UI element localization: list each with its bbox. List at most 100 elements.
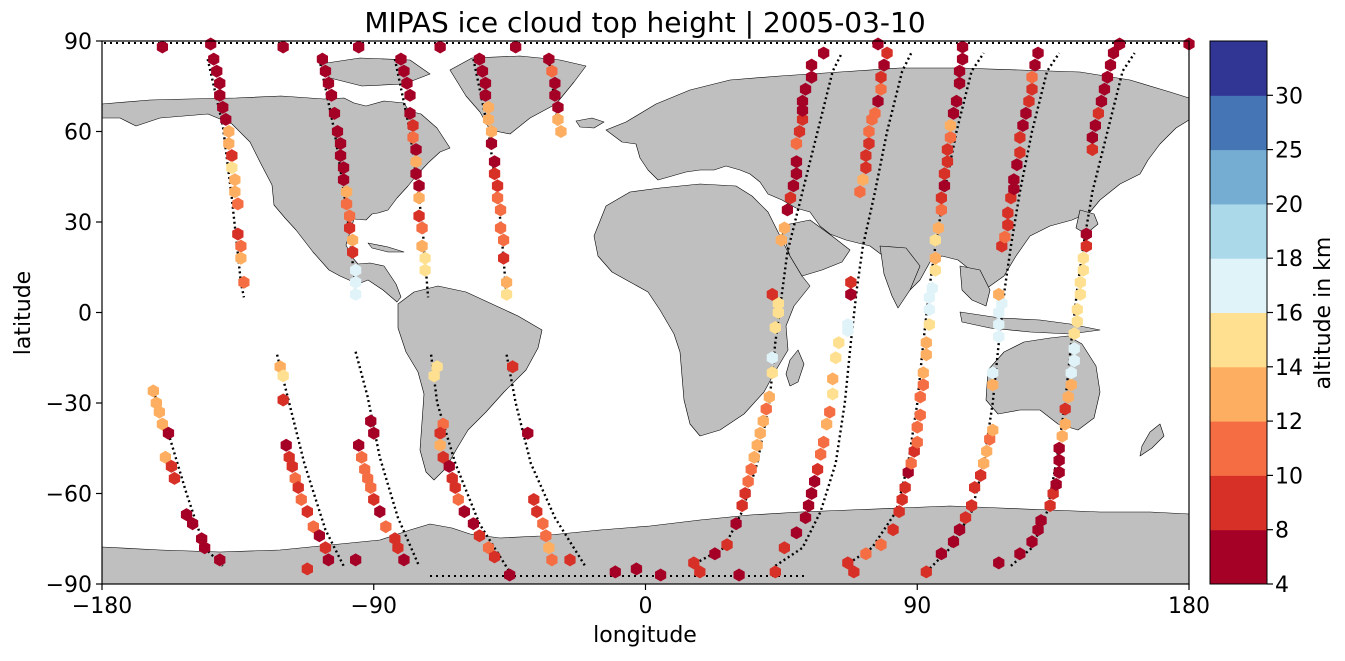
- cloud-point-30: [344, 221, 356, 235]
- land-iceland: [575, 117, 605, 129]
- cloud-point-36: [395, 52, 407, 66]
- cloud-point-31: [347, 233, 359, 247]
- cloud-point-216: [863, 137, 875, 151]
- colorbar-tick-label-9: 30: [1275, 84, 1303, 109]
- track-12: [844, 52, 985, 567]
- cloud-point-164: [745, 462, 757, 476]
- cloud-point-188: [796, 94, 809, 108]
- cloud-point-315: [1059, 417, 1071, 431]
- cloud-point-248: [926, 281, 938, 295]
- cloud-point-145: [531, 505, 543, 519]
- cloud-point-35: [350, 287, 362, 301]
- cloud-point-99: [277, 393, 289, 407]
- cloud-point-237: [911, 435, 923, 449]
- cloud-point-226: [842, 556, 854, 570]
- cloud-point-143: [522, 426, 534, 440]
- cloud-point-194: [790, 526, 803, 540]
- cloud-point-304: [1014, 547, 1026, 561]
- cloud-point-100: [280, 438, 292, 452]
- cloud-point-199: [812, 462, 824, 476]
- cloud-point-118: [365, 481, 377, 494]
- cloud-point-50: [416, 239, 428, 253]
- cloud-point-245: [923, 318, 935, 332]
- colorbar-segment-5: [1210, 258, 1267, 313]
- cloud-point-292: [1008, 173, 1020, 187]
- cloud-point-262: [950, 94, 963, 108]
- map-plot-area: [101, 37, 1195, 585]
- cloud-point-215: [860, 149, 872, 163]
- chart-title: MIPAS ice cloud top height | 2005-03-10: [364, 6, 925, 39]
- cloud-point-178: [778, 221, 790, 235]
- cloud-point-137: [467, 517, 479, 531]
- cloud-point-42: [407, 131, 419, 144]
- cloud-point-64: [491, 191, 504, 205]
- cloud-point-224: [881, 46, 893, 60]
- cloud-point-195: [799, 511, 812, 525]
- cloud-point-276: [981, 444, 993, 458]
- cloud-point-121: [380, 520, 392, 534]
- colorbar-segment-3: [1210, 366, 1267, 422]
- cloud-point-307: [1035, 514, 1047, 528]
- cloud-point-317: [1062, 390, 1074, 404]
- cloud-point-170: [763, 390, 775, 404]
- cloud-point-34: [350, 275, 362, 289]
- cloud-point-305: [1026, 535, 1038, 549]
- track-13: [925, 52, 1061, 573]
- y-tick-label-2: −30: [46, 392, 92, 417]
- cloud-point-253: [935, 203, 947, 217]
- cloud-point-222: [875, 70, 887, 84]
- cloud-point-65: [494, 203, 507, 217]
- cloud-point-162: [739, 487, 751, 500]
- colorbar-segment-1: [1210, 475, 1267, 531]
- cloud-point-51: [419, 251, 431, 265]
- cloud-point-70: [501, 287, 513, 301]
- cloud-point-88: [162, 426, 175, 440]
- cloud-point-12: [232, 197, 244, 211]
- cloud-point-269: [947, 535, 960, 549]
- cloud-point-33: [350, 263, 362, 277]
- cloud-point-267: [920, 565, 932, 579]
- cloud-point-75: [552, 100, 564, 114]
- colorbar-tick-label-3: 12: [1275, 410, 1303, 435]
- cloud-point-142: [507, 360, 519, 374]
- cloud-point-150: [564, 553, 576, 567]
- cloud-point-327: [1077, 263, 1089, 277]
- cloud-point-109: [319, 541, 332, 555]
- cloud-point-183: [790, 155, 803, 169]
- cloud-point-39: [404, 88, 416, 102]
- cloud-point-159: [721, 538, 733, 552]
- cloud-point-328: [1077, 251, 1089, 265]
- cloud-point-338: [1104, 58, 1117, 72]
- cloud-point-182: [790, 167, 803, 181]
- colorbar: 4 8 10 12 14 16 18 20 25 30: [1209, 40, 1303, 598]
- cloud-point-265: [956, 52, 969, 66]
- cloud-point-301: [1029, 58, 1041, 72]
- land-arabia: [779, 219, 851, 277]
- land-masses: [101, 55, 1190, 585]
- cloud-point-282: [993, 318, 1005, 332]
- cloud-point-244: [920, 336, 932, 350]
- y-tick-label-4: 30: [64, 211, 92, 236]
- cloud-point-334: [1092, 106, 1104, 120]
- cloud-point-332: [1086, 131, 1098, 144]
- cloud-point-80: [353, 40, 365, 54]
- cloud-point-336: [1098, 82, 1111, 96]
- cloud-point-270: [953, 523, 966, 537]
- cloud-point-95: [199, 541, 211, 555]
- cloud-point-259: [944, 131, 957, 144]
- cloud-point-261: [947, 106, 960, 120]
- cloud-point-191: [805, 58, 818, 72]
- cloud-point-213: [857, 173, 869, 187]
- cloud-point-11: [229, 185, 241, 199]
- cloud-point-298: [1023, 94, 1035, 108]
- cloud-point-320: [1068, 354, 1080, 368]
- cloud-point-44: [410, 155, 422, 169]
- cloud-point-310: [1050, 477, 1062, 491]
- cloud-point-86: [153, 405, 165, 419]
- cloud-point-17: [316, 52, 328, 66]
- cloud-point-339: [1107, 46, 1120, 60]
- cloud-point-10: [229, 173, 241, 187]
- land-north-america: [101, 95, 451, 303]
- cloud-point-203: [824, 405, 836, 419]
- cloud-point-296: [1017, 119, 1029, 132]
